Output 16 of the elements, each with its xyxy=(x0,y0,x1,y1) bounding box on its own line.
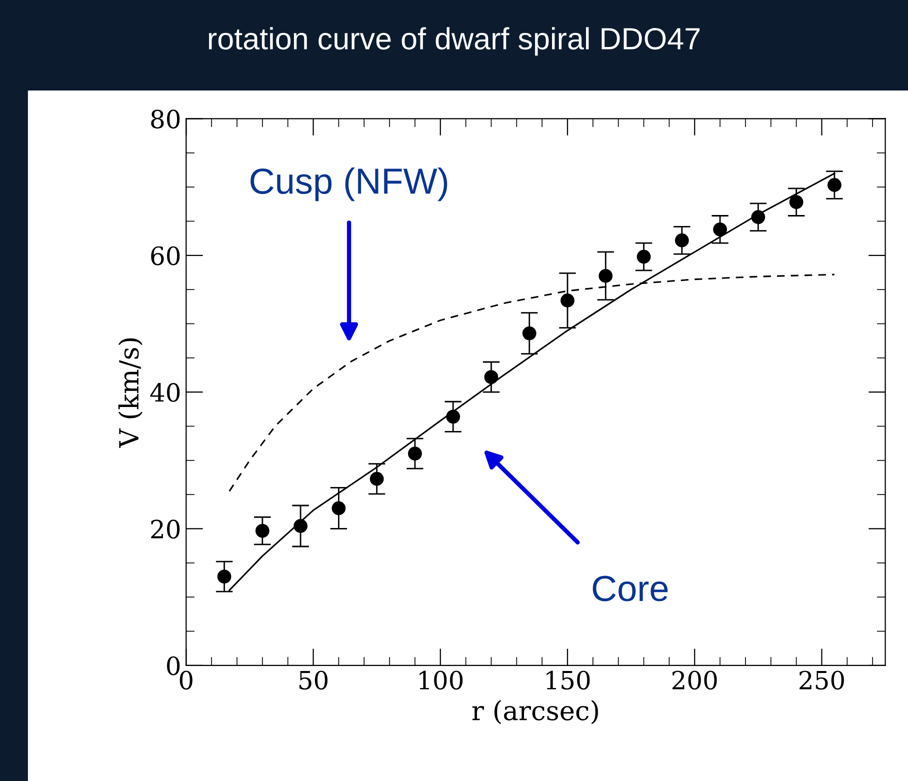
y-axis-title: V (km/s) xyxy=(118,338,143,448)
annotation: Core xyxy=(592,576,668,602)
y-tick-label: 0 xyxy=(167,656,180,676)
x-tick-label: 150 xyxy=(546,670,590,690)
x-tick-label: 50 xyxy=(299,670,328,690)
x-tick-label: 0 xyxy=(180,670,192,690)
y-tick-label: 80 xyxy=(151,110,180,129)
chart-title: rotation curve of dwarf spiral DDO47 xyxy=(208,27,700,56)
x-tick-label: 250 xyxy=(800,670,844,690)
x-tick-label: 100 xyxy=(420,670,463,690)
y-tick-label: 40 xyxy=(150,383,180,402)
y-tick-label: 60 xyxy=(151,246,180,266)
x-axis-title: r (arcsec) xyxy=(472,700,598,724)
x-tick-label: 200 xyxy=(672,670,717,690)
y-tick-label: 20 xyxy=(151,520,180,539)
annotation: Cusp (NFW) xyxy=(250,167,448,202)
